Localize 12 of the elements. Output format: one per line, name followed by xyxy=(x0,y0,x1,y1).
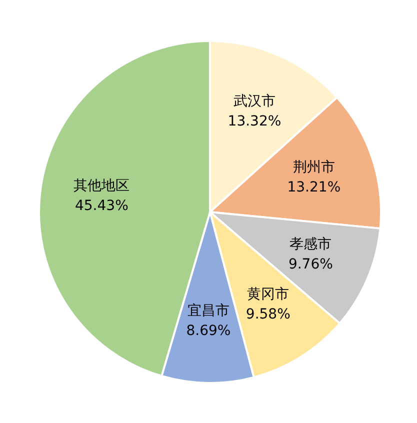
slice-label: 荆州市 xyxy=(292,159,335,176)
data-label: 13.32% xyxy=(228,114,282,130)
slice-label: 宜昌市 xyxy=(187,303,230,320)
data-label: 9.58% xyxy=(246,306,290,322)
data-label: 13.21% xyxy=(287,179,341,196)
data-label: 45.43% xyxy=(74,198,128,214)
data-label: 9.76% xyxy=(288,256,333,273)
slice-label: 孝感市 xyxy=(290,236,332,253)
data-label: 8.69% xyxy=(186,323,231,340)
slice-label: 其他地区 xyxy=(74,178,130,194)
slice-label: 武汉市 xyxy=(233,94,276,110)
slice-label: 黄冈市 xyxy=(247,286,290,302)
